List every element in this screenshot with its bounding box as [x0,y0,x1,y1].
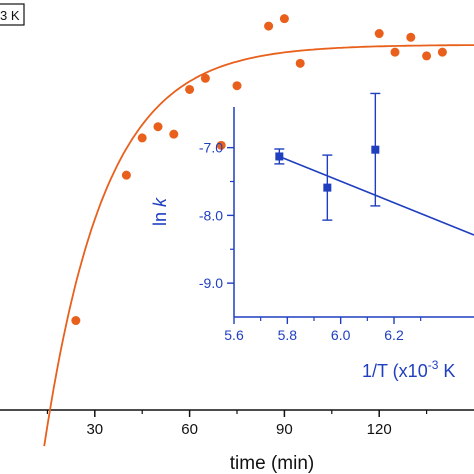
inset-y-tick-label: -9.0 [199,275,223,291]
main-fit-curve [43,44,474,447]
main-data-point [390,47,400,57]
main-x-tick-label: 30 [86,421,103,438]
main-data-point [232,81,242,91]
main-data-point [295,58,305,68]
inset-y-tick-label: -7.0 [199,140,223,156]
main-data-point [169,129,179,139]
legend-frame [0,3,25,26]
main-plot: 30 60 90 120 time (min) [0,14,474,474]
main-data-point [71,316,81,326]
main-data-point [137,133,147,143]
inset-fit-line [279,155,474,236]
main-data-point [216,140,226,150]
main-data-point [374,29,384,39]
legend-box: 3 K [0,3,25,26]
main-data-point [264,21,274,31]
main-x-tick-label: 60 [181,421,198,438]
inset-plot: 5.6 5.8 6.0 6.2 -7.0 -8.0 -9.0 1/T (x10-3 K ln k [150,92,474,381]
main-x-tick-label: 120 [367,421,392,438]
inset-x-tick-label: 5.8 [278,327,298,343]
inset-data-point [275,152,284,161]
legend-text: 3 K [0,8,20,23]
inset-x-tick-label: 5.6 [224,327,244,343]
inset-x-axis-label: 1/T (x10-3 K [362,358,455,381]
main-data-point [153,122,163,132]
main-data-point [279,14,289,24]
inset-x-tick-label: 6.2 [384,327,404,343]
inset-x-tick-label: 6.0 [331,327,351,343]
main-data-point [437,47,447,57]
inset-data-point [371,145,380,154]
main-data-point [422,51,432,61]
main-data-point [185,84,195,94]
main-x-tick-label: 90 [276,421,293,438]
inset-y-tick-label: -8.0 [199,207,223,223]
inset-data-point [323,183,332,192]
inset-y-axis-label: ln k [150,197,170,226]
main-data-point [121,170,131,180]
main-x-axis-label: time (min) [230,453,314,474]
inset-background [234,107,474,317]
main-data-point [200,73,210,83]
main-data-point [406,32,416,42]
